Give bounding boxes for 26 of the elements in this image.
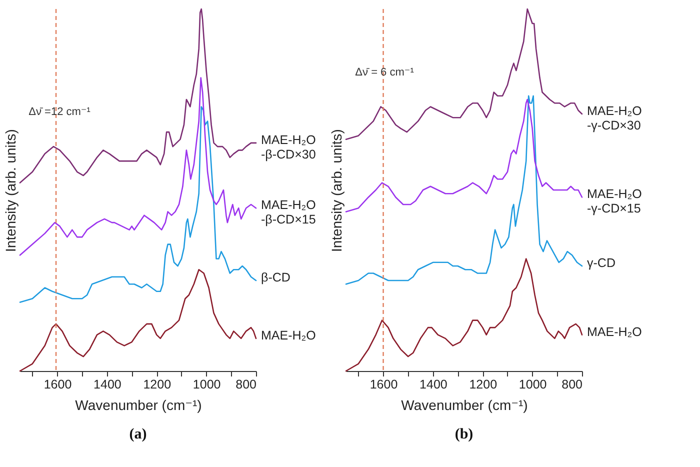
x-tick-label: 1000 (518, 378, 547, 392)
series-label: MAE-H₂O -γ-CD×15 (587, 187, 642, 216)
x-tick-label: 1600 (44, 378, 72, 392)
annotation: Δν̄ = 6 cm⁻¹ (355, 66, 414, 78)
x-tick-label: 1200 (143, 378, 172, 392)
series-label: MAE-H₂O (261, 328, 316, 342)
series-label: MAE-H₂O -β-CD×30 (261, 132, 316, 162)
x-tick-label: 800 (236, 378, 257, 392)
x-tick-label: 800 (562, 378, 583, 392)
series-label: MAE-H₂O (587, 324, 642, 339)
text: (a) (129, 426, 147, 442)
y-axis-title: Intensity (arb. units) (2, 129, 18, 252)
x-axis-title: Wavenumber (cm⁻¹) (75, 397, 202, 413)
x-tick-label: 1400 (94, 378, 122, 392)
text: (b) (454, 426, 474, 442)
series-label: MAE-H₂O -β-CD×15 (261, 198, 316, 227)
series-label: γ-CD (587, 256, 616, 270)
annotation: Δν̄ =12 cm⁻¹ (28, 106, 91, 118)
x-tick-label: 1400 (420, 378, 448, 392)
x-tick-label: 1200 (469, 378, 498, 392)
x-tick-label: 1600 (370, 378, 398, 392)
y-axis-title: Intensity (arb. units) (328, 129, 344, 252)
series-label: MAE-H₂O -γ-CD×30 (587, 104, 642, 132)
series-label: β-CD (261, 270, 290, 284)
x-tick-label: 1000 (192, 378, 221, 392)
x-axis-title: Wavenumber (cm⁻¹) (401, 397, 528, 413)
